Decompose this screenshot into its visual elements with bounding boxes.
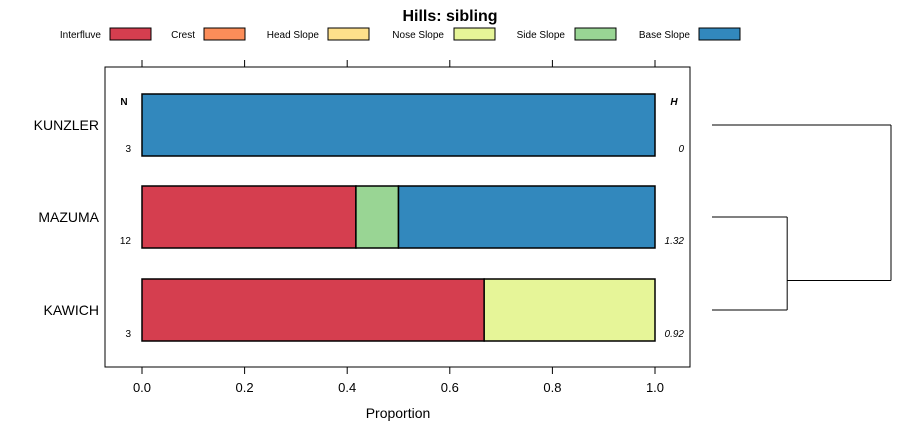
legend-swatch-nose-slope	[453, 27, 496, 41]
plot-frame	[104, 66, 691, 368]
x-tick-label-5: 1.0	[646, 380, 664, 395]
legend-label-base-slope: Base Slope	[639, 30, 691, 41]
chart-title: Hills: sibling	[402, 8, 497, 25]
x-tick-label-0: 0.0	[133, 380, 151, 395]
top-axis-ticks	[141, 60, 656, 67]
legend-swatch-interfluve	[109, 27, 152, 41]
category-labels: KUNZLER MAZUMA KAWICH	[34, 117, 100, 318]
bar-kawich-nose-slope	[483, 278, 656, 342]
x-tick-label-4: 0.8	[543, 380, 561, 395]
legend-label-crest: Crest	[171, 30, 195, 41]
x-tick-label-2: 0.4	[338, 380, 356, 395]
bar-mazuma-base-slope	[397, 185, 656, 249]
x-tick-label-1: 0.2	[236, 380, 254, 395]
n-value-mazuma: 12	[120, 236, 132, 247]
x-tick-label-3: 0.6	[441, 380, 459, 395]
legend-swatch-crest	[203, 27, 246, 41]
x-axis: 0.0 0.2 0.4 0.6 0.8 1.0	[133, 367, 664, 395]
n-value-kunzler: 3	[125, 144, 131, 155]
legend-swatch-base-slope	[698, 27, 741, 41]
legend: Interfluve Crest Head Slope Nose Slope Side …	[60, 27, 741, 41]
category-label-kawich: KAWICH	[44, 302, 99, 318]
bar-kunzler-base-slope	[141, 93, 656, 157]
x-axis-title: Proportion	[366, 405, 431, 421]
h-value-kawich: 0.92	[665, 329, 685, 340]
dendrogram	[712, 124, 892, 311]
category-label-kunzler: KUNZLER	[34, 117, 99, 133]
legend-label-head-slope: Head Slope	[267, 30, 320, 41]
h-value-kunzler: 0	[678, 144, 684, 155]
legend-swatch-side-slope	[574, 27, 617, 41]
bar-kawich-interfluve	[141, 278, 485, 342]
bars	[141, 93, 656, 342]
h-header: H	[670, 97, 678, 108]
legend-swatch-head-slope	[327, 27, 370, 41]
n-value-kawich: 3	[125, 329, 131, 340]
n-header: N	[120, 97, 127, 108]
legend-label-side-slope: Side Slope	[517, 30, 566, 41]
h-value-mazuma: 1.32	[665, 236, 685, 247]
legend-label-interfluve: Interfluve	[60, 30, 102, 41]
bar-mazuma-interfluve	[141, 185, 357, 249]
bar-mazuma-side-slope	[355, 185, 400, 249]
category-label-mazuma: MAZUMA	[38, 209, 99, 225]
legend-label-nose-slope: Nose Slope	[392, 30, 444, 41]
annotations: N H 3 0 12 1.32 3 0.92	[120, 97, 685, 340]
